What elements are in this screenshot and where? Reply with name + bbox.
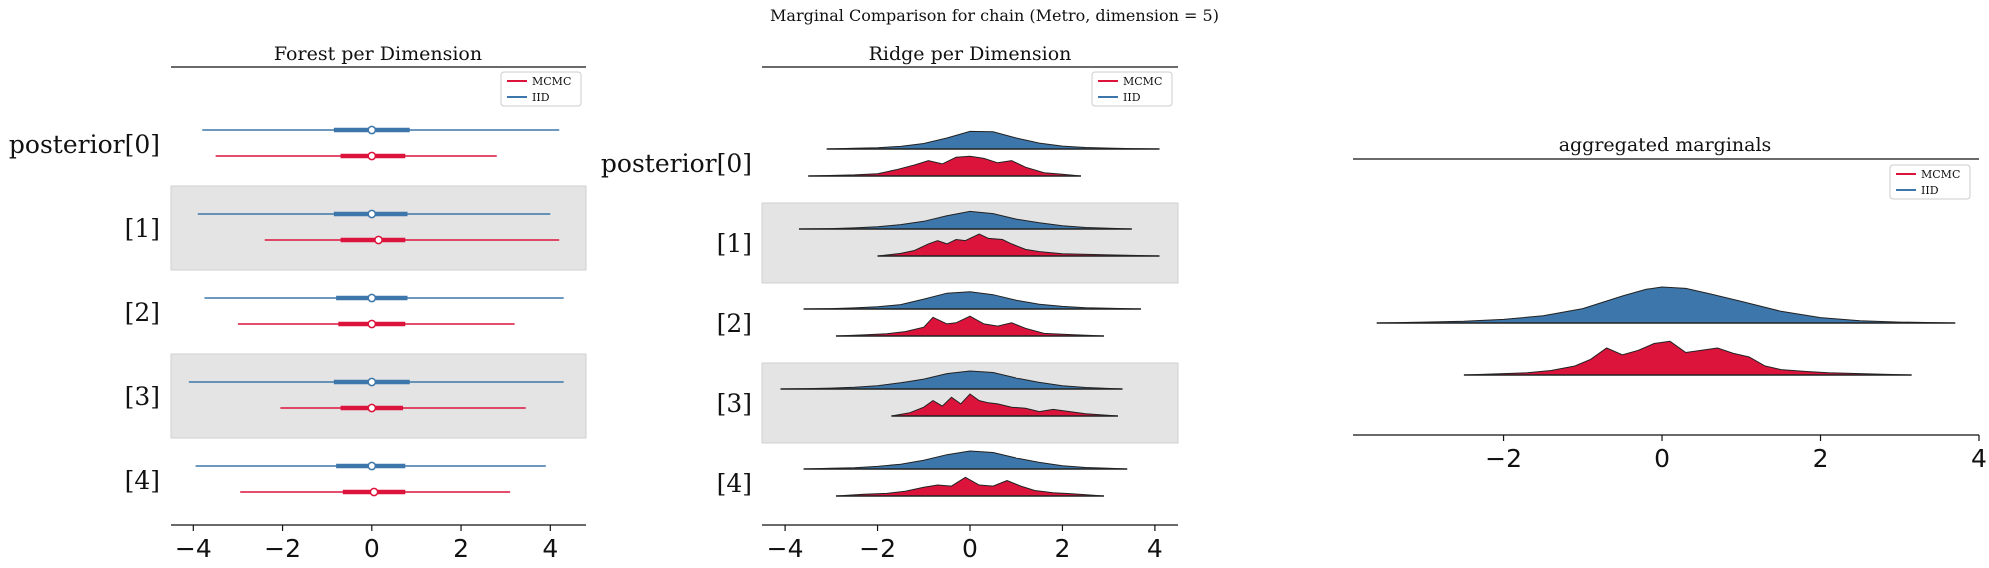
forest-x-tick-label: −4 [175, 534, 212, 563]
median-point-iid [367, 377, 377, 387]
ridge-x-tick-label: 0 [962, 534, 978, 563]
aggregated-panel: aggregated marginals −2 0 2 4 MCMC IID [1353, 134, 1987, 473]
ridge-panel: Ridge per Dimension −4 −2 0 2 4 posterior[0]… [601, 43, 1179, 563]
aggregated-legend-iid-label: IID [1921, 184, 1939, 197]
ridge-x-tick-label: 2 [1054, 534, 1070, 563]
aggregated-x-tick-label: 2 [1813, 444, 1829, 473]
row-label: [3] [717, 389, 752, 418]
forest-panel: Forest per Dimension −4 −2 0 2 4 posterior[0… [9, 43, 587, 563]
density-ridge-mcmc [835, 476, 1105, 497]
density-ridge-iid [798, 210, 1132, 230]
ridge-legend-iid-label: IID [1123, 91, 1141, 104]
median-point-mcmc [374, 235, 383, 245]
density-ridge-iid [803, 291, 1142, 310]
forest-legend-iid-label: IID [532, 91, 550, 104]
row-label: [2] [717, 309, 752, 338]
forest-x-tick-label: 0 [364, 534, 380, 563]
row-band [170, 185, 587, 271]
aggregated-x-tick-label: 0 [1654, 444, 1670, 473]
ridge-x-tick-label: −4 [767, 534, 804, 563]
ridge-legend: MCMC IID [1091, 71, 1173, 107]
ridge-panel-title: Ridge per Dimension [869, 43, 1072, 65]
density-ridge-mcmc [808, 155, 1081, 177]
aggregated-legend-mcmc-label: MCMC [1921, 168, 1960, 181]
median-point-iid [367, 125, 377, 135]
median-point-mcmc [367, 151, 377, 161]
median-point-mcmc [369, 487, 379, 497]
density-ridge-mcmc [891, 393, 1118, 417]
aggregated-x-tick-label: 4 [1971, 444, 1987, 473]
forest-x-tick-label: 4 [542, 534, 558, 563]
row-label: [3] [125, 382, 160, 411]
ridge-x-tick-label: 4 [1147, 534, 1163, 563]
row-label: [1] [125, 214, 160, 243]
median-point-iid [367, 461, 377, 471]
forest-x-tick-label: 2 [453, 534, 469, 563]
density-ridge-iid [780, 370, 1123, 390]
row-label: posterior[0] [9, 130, 160, 159]
ridge-x-tick-label: −2 [859, 534, 896, 563]
row-label: [2] [125, 298, 160, 327]
figure-title: Marginal Comparison for chain (Metro, di… [770, 6, 1219, 25]
forest-legend-mcmc-label: MCMC [532, 75, 571, 88]
forest-panel-title: Forest per Dimension [274, 43, 482, 65]
aggregated-density-iid [1376, 286, 1956, 324]
aggregated-x-tick-label: −2 [1485, 444, 1522, 473]
row-label: [4] [125, 466, 160, 495]
median-point-iid [367, 293, 377, 303]
density-ridge-iid [803, 450, 1128, 470]
row-label: [1] [717, 229, 752, 258]
row-label: [4] [717, 469, 752, 498]
ridge-legend-mcmc-label: MCMC [1123, 75, 1162, 88]
aggregated-panel-title: aggregated marginals [1559, 134, 1772, 156]
row-band [170, 353, 587, 439]
forest-legend: MCMC IID [500, 71, 582, 107]
density-ridge-mcmc [877, 233, 1160, 257]
median-point-iid [367, 209, 377, 219]
median-point-mcmc [367, 319, 377, 329]
median-point-mcmc [367, 403, 377, 413]
aggregated-density-mcmc [1463, 340, 1912, 376]
row-label: posterior[0] [601, 149, 752, 178]
density-ridge-iid [826, 130, 1160, 150]
forest-x-tick-label: −2 [264, 534, 301, 563]
aggregated-legend: MCMC IID [1889, 164, 1971, 200]
density-ridge-mcmc [835, 315, 1105, 337]
